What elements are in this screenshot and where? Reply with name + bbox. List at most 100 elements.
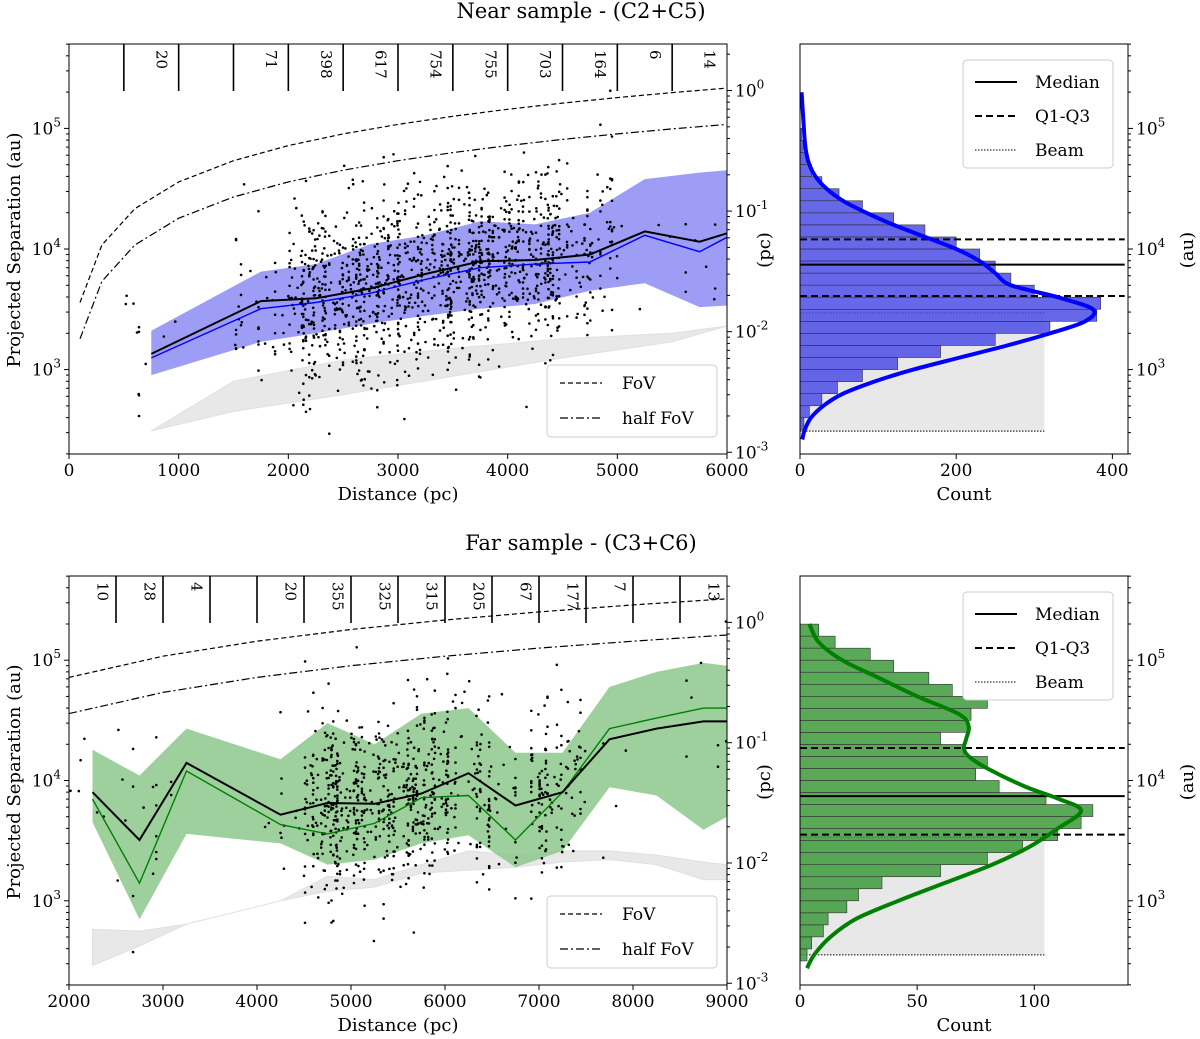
data-point [431, 771, 434, 774]
data-point [359, 273, 362, 276]
data-point [323, 309, 327, 313]
data-point [539, 224, 543, 228]
data-point [565, 162, 569, 165]
data-point [565, 223, 569, 226]
data-point [488, 215, 492, 218]
data-point [565, 765, 568, 769]
data-point [467, 218, 471, 222]
data-point [396, 254, 399, 257]
data-point [423, 721, 426, 724]
data-point [405, 187, 408, 190]
data-point [539, 196, 543, 199]
data-point [479, 257, 482, 261]
data-point [544, 243, 547, 246]
data-point [424, 340, 427, 344]
data-point [475, 805, 479, 809]
data-point [316, 856, 320, 860]
data-point [558, 183, 562, 186]
data-point [441, 292, 444, 295]
data-point [137, 330, 141, 334]
data-point [315, 757, 319, 761]
data-point [449, 303, 452, 306]
data-point [417, 749, 420, 753]
data-point [321, 706, 324, 710]
data-point [356, 832, 360, 835]
data-point [412, 790, 415, 794]
data-point [551, 277, 555, 281]
data-point [375, 330, 378, 334]
data-point [393, 362, 397, 366]
mean-line [151, 234, 727, 359]
data-point [318, 289, 321, 293]
data-point [540, 827, 544, 830]
data-point [375, 319, 379, 323]
data-point [488, 305, 492, 309]
data-point [514, 757, 517, 761]
data-point [513, 271, 517, 275]
data-point [446, 841, 449, 845]
data-point [326, 254, 329, 257]
data-point [378, 281, 381, 284]
data-point [336, 794, 339, 797]
data-point [452, 197, 456, 201]
data-point [571, 244, 574, 247]
data-point [454, 780, 457, 784]
data-point [415, 705, 419, 709]
data-point [423, 838, 426, 841]
data-point [446, 710, 449, 714]
data-point [336, 785, 339, 788]
data-point [374, 838, 378, 841]
data-point [514, 786, 517, 790]
data-point [342, 342, 346, 345]
data-point [260, 378, 263, 382]
data-point [340, 814, 344, 817]
data-point [486, 191, 490, 194]
data-point [404, 882, 408, 886]
data-point [347, 321, 351, 324]
data-point [404, 324, 408, 328]
data-point [335, 846, 339, 849]
data-point [335, 356, 339, 360]
data-point [355, 245, 358, 249]
data-point [583, 236, 586, 240]
data-point [384, 776, 387, 779]
data-point [457, 286, 461, 290]
data-point [351, 262, 355, 266]
data-point [341, 273, 345, 277]
data-point [142, 806, 145, 809]
data-point [336, 709, 340, 713]
data-point [320, 842, 323, 846]
bin-count-label: 755 [481, 50, 499, 79]
data-point [335, 849, 339, 852]
data-point [378, 351, 382, 354]
data-point [446, 350, 450, 353]
data-point [155, 850, 158, 854]
data-point [338, 336, 342, 340]
data-point [341, 361, 345, 364]
data-point [390, 223, 394, 226]
data-point [376, 275, 379, 278]
data-point [549, 359, 552, 362]
data-point [558, 278, 561, 281]
data-point [345, 788, 349, 791]
data-point [470, 316, 474, 320]
data-point [575, 240, 578, 244]
data-point [724, 740, 727, 743]
data-point [516, 240, 519, 243]
data-point [334, 780, 338, 783]
data-point [487, 319, 490, 322]
data-point [334, 811, 338, 814]
data-point [336, 759, 339, 763]
data-point [446, 760, 450, 764]
data-point [371, 273, 375, 277]
data-point [539, 247, 543, 250]
data-point [311, 815, 315, 819]
data-point [474, 214, 478, 217]
legend-half-fov: half FoV [622, 409, 694, 429]
y-right-tick-label: 100 [735, 609, 764, 633]
data-point [369, 830, 373, 834]
data-point [329, 843, 333, 847]
data-point [414, 783, 418, 786]
data-point [440, 260, 444, 263]
